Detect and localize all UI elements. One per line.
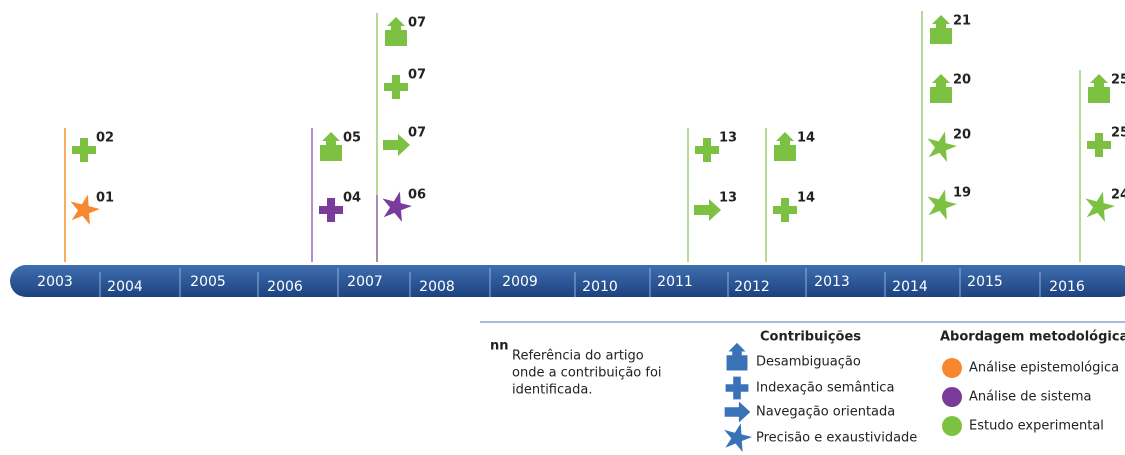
icon-box <box>1088 74 1110 103</box>
icon-plus <box>72 138 96 162</box>
year-label: 2007 <box>347 274 383 290</box>
icon-star <box>70 194 100 225</box>
reference-label: 14 <box>797 191 815 206</box>
icon-plus <box>725 376 749 400</box>
icon-box <box>726 342 748 371</box>
reference-label: 01 <box>96 191 114 206</box>
icon-arrow <box>724 401 751 423</box>
icon-plus <box>319 198 343 222</box>
icon-box <box>320 132 342 161</box>
icon-box <box>774 132 796 161</box>
approach-title: Abordagem metodológica <box>940 330 1125 345</box>
contribution-label: Desambiguação <box>756 355 861 370</box>
year-label: 2005 <box>190 274 226 290</box>
reference-label: 06 <box>408 188 426 203</box>
contribution-label: Precisão e exaustividade <box>756 431 917 446</box>
reference-label: 07 <box>408 68 426 83</box>
icon-star <box>382 191 412 222</box>
icon-plus <box>1087 133 1111 157</box>
approach-swatch <box>942 358 962 378</box>
reference-label: 13 <box>719 131 737 146</box>
year-label: 2010 <box>582 279 618 295</box>
approach-label: Estudo experimental <box>969 419 1104 434</box>
reference-label: 07 <box>408 126 426 141</box>
note-text: Referência do artigo <box>512 349 644 364</box>
year-label: 2003 <box>37 274 73 290</box>
icon-plus <box>384 75 408 99</box>
year-label: 2011 <box>657 274 693 290</box>
year-label: 2008 <box>419 279 455 295</box>
year-label: 2004 <box>107 279 143 295</box>
reference-label: 07 <box>408 16 426 31</box>
note-text: onde a contribuição foi <box>512 366 662 381</box>
contribution-label: Indexação semântica <box>756 381 894 396</box>
year-label: 2006 <box>267 279 303 295</box>
icon-star <box>1085 191 1115 222</box>
contributions-title: Contribuições <box>760 330 861 345</box>
reference-label: 19 <box>953 186 971 201</box>
year-label: 2009 <box>502 274 538 290</box>
reference-label: 02 <box>96 131 114 146</box>
year-label: 2016 <box>1049 279 1085 295</box>
year-bar <box>10 265 1125 297</box>
year-label: 2012 <box>734 279 770 295</box>
year-label: 2015 <box>967 274 1003 290</box>
icon-plus <box>695 138 719 162</box>
approach-swatch <box>942 387 962 407</box>
icon-arrow <box>383 134 410 156</box>
reference-label: 25 <box>1111 126 1125 141</box>
reference-label: 05 <box>343 131 361 146</box>
icon-box <box>385 17 407 46</box>
year-label: 2013 <box>814 274 850 290</box>
reference-label: 13 <box>719 191 737 206</box>
reference-label: 25 <box>1111 73 1125 88</box>
icon-arrow <box>694 199 721 221</box>
year-label: 2014 <box>892 279 928 295</box>
approach-label: Análise de sistema <box>969 390 1092 405</box>
icon-star <box>927 131 957 162</box>
note-text: identificada. <box>512 383 592 398</box>
reference-label: 21 <box>953 14 971 29</box>
reference-label: 04 <box>343 191 361 206</box>
icon-box <box>930 15 952 44</box>
reference-label: 20 <box>953 73 971 88</box>
icon-star <box>927 189 957 220</box>
icon-plus <box>773 198 797 222</box>
approach-swatch <box>942 416 962 436</box>
reference-label: 14 <box>797 131 815 146</box>
reference-label: 24 <box>1111 188 1125 203</box>
contribution-label: Navegação orientada <box>756 405 895 420</box>
icon-star <box>724 423 753 453</box>
note-symbol: nn <box>490 339 509 354</box>
approach-label: Análise epistemológica <box>969 361 1119 376</box>
icon-box <box>930 74 952 103</box>
reference-label: 20 <box>953 128 971 143</box>
